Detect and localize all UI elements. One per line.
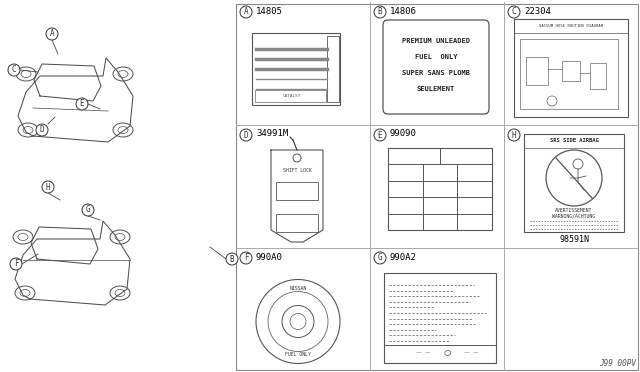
Text: AVERTISSEMENT: AVERTISSEMENT <box>556 208 593 212</box>
Text: J99 00PV: J99 00PV <box>599 359 636 368</box>
Circle shape <box>240 252 252 264</box>
Circle shape <box>46 28 58 40</box>
Bar <box>514 19 628 33</box>
Bar <box>520 39 618 109</box>
Circle shape <box>8 64 20 76</box>
Circle shape <box>82 204 94 216</box>
Text: 22304: 22304 <box>524 6 551 16</box>
Bar <box>327 36 339 102</box>
Text: A: A <box>244 7 248 16</box>
Circle shape <box>374 6 386 18</box>
Text: FUEL ONLY: FUEL ONLY <box>285 352 311 357</box>
Bar <box>590 63 606 89</box>
Text: G: G <box>378 253 382 263</box>
Text: 98591N: 98591N <box>559 235 589 244</box>
Bar <box>388 148 492 230</box>
Text: D: D <box>40 125 44 135</box>
Circle shape <box>226 253 238 265</box>
Text: B: B <box>378 7 382 16</box>
Text: SHIFT LOCK: SHIFT LOCK <box>283 167 312 173</box>
Circle shape <box>36 124 48 136</box>
Text: FUEL  ONLY: FUEL ONLY <box>415 54 457 60</box>
Bar <box>524 134 624 148</box>
Bar <box>384 273 496 363</box>
Bar <box>526 57 548 85</box>
Text: D: D <box>244 131 248 140</box>
Text: H: H <box>45 183 51 192</box>
Bar <box>236 4 638 370</box>
Bar <box>255 90 326 102</box>
Bar <box>276 214 318 232</box>
Text: 34991M: 34991M <box>256 129 288 138</box>
Text: CATALST: CATALST <box>283 94 301 98</box>
Bar <box>276 182 318 200</box>
Text: F: F <box>13 260 19 269</box>
Bar <box>562 61 580 81</box>
Circle shape <box>10 258 22 270</box>
Text: NISSAN: NISSAN <box>289 286 307 291</box>
Text: SUPER SANS PLOMB: SUPER SANS PLOMB <box>402 70 470 76</box>
Text: B: B <box>230 254 234 263</box>
Bar <box>524 134 624 232</box>
Text: F: F <box>244 253 248 263</box>
Circle shape <box>42 181 54 193</box>
Text: A: A <box>50 29 54 38</box>
Text: SEULEMENT: SEULEMENT <box>417 86 455 92</box>
Circle shape <box>240 6 252 18</box>
Text: 990A0: 990A0 <box>256 253 283 262</box>
Bar <box>514 19 628 117</box>
Circle shape <box>508 129 520 141</box>
Text: E: E <box>80 99 84 109</box>
Circle shape <box>374 252 386 264</box>
Circle shape <box>508 6 520 18</box>
Text: 14806: 14806 <box>390 6 417 16</box>
Text: —  —: — — <box>416 350 431 356</box>
Text: VACUUM HOSE ROUTING DIAGRAM: VACUUM HOSE ROUTING DIAGRAM <box>539 24 603 28</box>
Circle shape <box>240 129 252 141</box>
Text: PREMIUM UNLEADED: PREMIUM UNLEADED <box>402 38 470 44</box>
Text: G: G <box>86 205 90 215</box>
Text: H: H <box>512 131 516 140</box>
Text: WARNING/ACHTUNG: WARNING/ACHTUNG <box>552 214 596 218</box>
Text: 990A2: 990A2 <box>390 253 417 262</box>
Bar <box>252 33 340 105</box>
Text: C: C <box>512 7 516 16</box>
Text: 99090: 99090 <box>390 129 417 138</box>
Text: SRS SIDE AIRBAG: SRS SIDE AIRBAG <box>550 138 598 144</box>
Text: 14805: 14805 <box>256 6 283 16</box>
Text: C: C <box>12 65 16 74</box>
Text: —  —: — — <box>464 350 479 356</box>
Circle shape <box>76 98 88 110</box>
Circle shape <box>374 129 386 141</box>
Text: E: E <box>378 131 382 140</box>
